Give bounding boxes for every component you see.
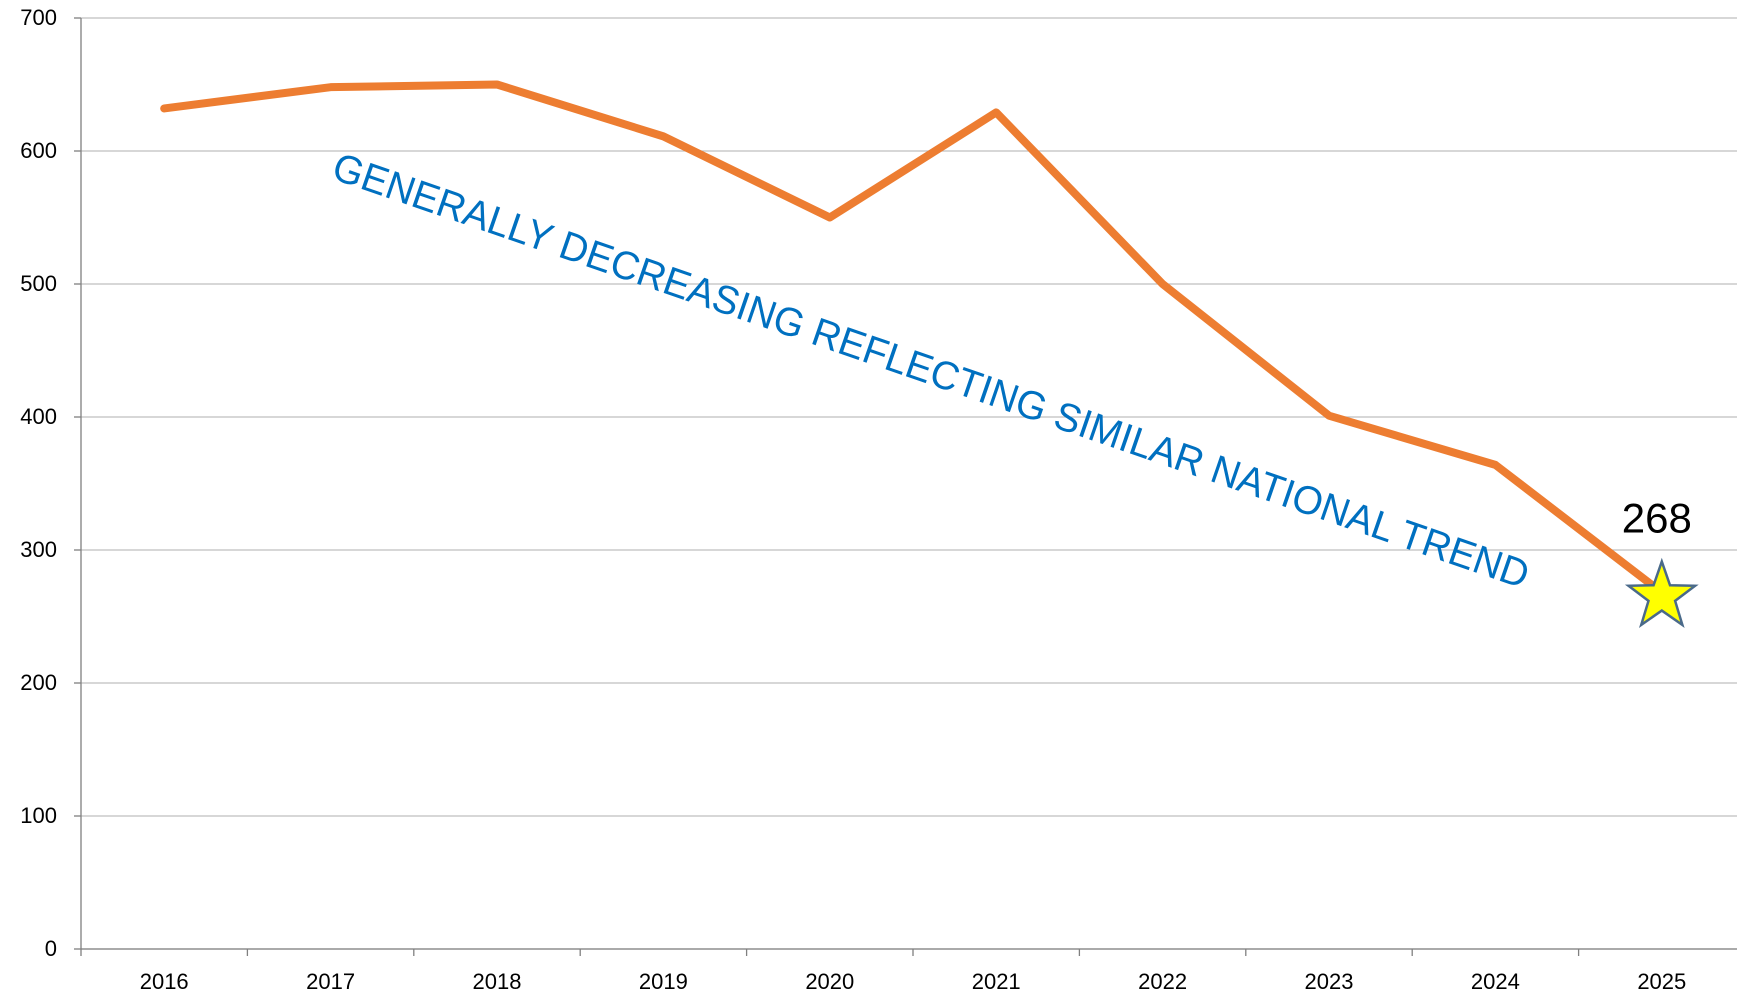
y-tick-label: 100 — [20, 803, 57, 828]
x-tick-label: 2017 — [306, 969, 355, 994]
data-line — [160, 80, 1666, 597]
x-tick-label: 2023 — [1305, 969, 1354, 994]
y-tick-label: 500 — [20, 271, 57, 296]
x-tick-label: 2025 — [1637, 969, 1686, 994]
x-tick-label: 2016 — [140, 969, 189, 994]
x-tick-label: 2024 — [1471, 969, 1520, 994]
x-tick-label: 2020 — [805, 969, 854, 994]
y-tick-label: 200 — [20, 670, 57, 695]
x-tick-label: 2021 — [972, 969, 1021, 994]
star-marker — [1624, 557, 1699, 628]
data-label: 268 — [1622, 495, 1692, 542]
x-tick-label: 2022 — [1138, 969, 1187, 994]
y-tick-label: 400 — [20, 404, 57, 429]
y-tick-label: 300 — [20, 537, 57, 562]
x-tick-label: 2018 — [473, 969, 522, 994]
x-tick-label: 2019 — [639, 969, 688, 994]
y-tick-label: 600 — [20, 138, 57, 163]
y-tick-label: 700 — [20, 5, 57, 30]
annotation: GENERALLY DECREASING REFLECTING SIMILAR … — [327, 145, 1535, 597]
y-tick-label: 0 — [45, 936, 57, 961]
